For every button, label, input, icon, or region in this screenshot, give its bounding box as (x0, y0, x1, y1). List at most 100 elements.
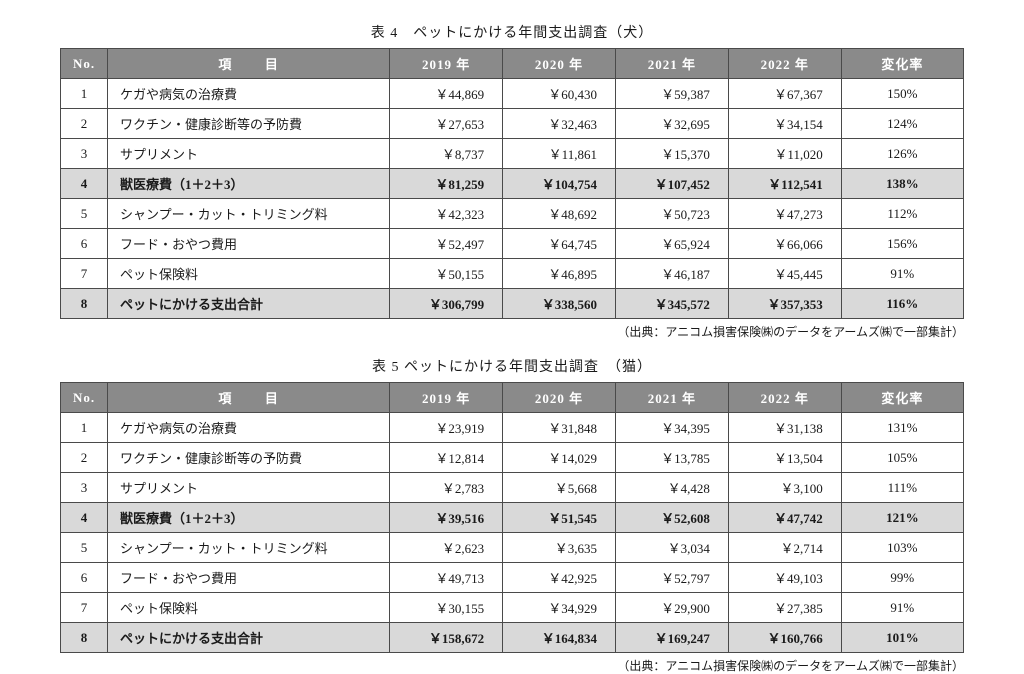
cell-item: ペットにかける支出合計 (108, 623, 390, 653)
cell-y2020: ￥34,929 (503, 593, 616, 623)
cell-y2022: ￥112,541 (728, 169, 841, 199)
cell-y2020: ￥338,560 (503, 289, 616, 319)
cell-y2019: ￥42,323 (390, 199, 503, 229)
col-2021: 2021 年 (615, 49, 728, 79)
cell-item: ワクチン・健康診断等の予防費 (108, 109, 390, 139)
cell-y2021: ￥52,797 (615, 563, 728, 593)
item-right: 目 (265, 391, 279, 406)
cell-rate: 99% (841, 563, 963, 593)
cell-item: ペット保険料 (108, 593, 390, 623)
cell-y2019: ￥27,653 (390, 109, 503, 139)
cell-y2021: ￥3,034 (615, 533, 728, 563)
cell-y2020: ￥11,861 (503, 139, 616, 169)
table-row: 7ペット保険料￥30,155￥34,929￥29,900￥27,38591% (61, 593, 964, 623)
cell-no: 2 (61, 109, 108, 139)
cell-y2019: ￥81,259 (390, 169, 503, 199)
cell-item: ペットにかける支出合計 (108, 289, 390, 319)
table-header: No. 項目 2019 年 2020 年 2021 年 2022 年 変化率 (61, 383, 964, 413)
cell-rate: 112% (841, 199, 963, 229)
table-row: 4獣医療費（1＋2＋3）￥81,259￥104,754￥107,452￥112,… (61, 169, 964, 199)
cell-y2020: ￥31,848 (503, 413, 616, 443)
col-2021: 2021 年 (615, 383, 728, 413)
cell-no: 3 (61, 139, 108, 169)
cell-rate: 124% (841, 109, 963, 139)
table-row: 5シャンプー・カット・トリミング料￥2,623￥3,635￥3,034￥2,71… (61, 533, 964, 563)
cell-y2019: ￥306,799 (390, 289, 503, 319)
cell-y2020: ￥164,834 (503, 623, 616, 653)
col-rate: 変化率 (841, 49, 963, 79)
cell-y2020: ￥48,692 (503, 199, 616, 229)
cell-rate: 150% (841, 79, 963, 109)
cell-y2022: ￥47,273 (728, 199, 841, 229)
cell-y2019: ￥44,869 (390, 79, 503, 109)
cell-y2022: ￥49,103 (728, 563, 841, 593)
col-2022: 2022 年 (728, 49, 841, 79)
cell-rate: 138% (841, 169, 963, 199)
col-2020: 2020 年 (503, 49, 616, 79)
table-row: 6フード・おやつ費用￥49,713￥42,925￥52,797￥49,10399… (61, 563, 964, 593)
cell-y2022: ￥45,445 (728, 259, 841, 289)
col-no: No. (61, 49, 108, 79)
table-row: 4獣医療費（1＋2＋3）￥39,516￥51,545￥52,608￥47,742… (61, 503, 964, 533)
table-row: 6フード・おやつ費用￥52,497￥64,745￥65,924￥66,06615… (61, 229, 964, 259)
expenditure-table-cat: No. 項目 2019 年 2020 年 2021 年 2022 年 変化率 1… (60, 382, 964, 653)
cell-y2019: ￥12,814 (390, 443, 503, 473)
cell-no: 8 (61, 623, 108, 653)
cell-y2020: ￥32,463 (503, 109, 616, 139)
cell-y2021: ￥15,370 (615, 139, 728, 169)
cell-y2019: ￥2,783 (390, 473, 503, 503)
cell-item: フード・おやつ費用 (108, 229, 390, 259)
cell-y2021: ￥65,924 (615, 229, 728, 259)
cell-y2022: ￥67,367 (728, 79, 841, 109)
cell-item: シャンプー・カット・トリミング料 (108, 533, 390, 563)
cell-y2019: ￥158,672 (390, 623, 503, 653)
cell-y2020: ￥14,029 (503, 443, 616, 473)
cell-y2020: ￥64,745 (503, 229, 616, 259)
cell-y2021: ￥46,187 (615, 259, 728, 289)
table-row: 1ケガや病気の治療費￥23,919￥31,848￥34,395￥31,13813… (61, 413, 964, 443)
table-row: 1ケガや病気の治療費￥44,869￥60,430￥59,387￥67,36715… (61, 79, 964, 109)
cell-item: フード・おやつ費用 (108, 563, 390, 593)
cell-y2022: ￥34,154 (728, 109, 841, 139)
table-caption-dog: 表 4 ペットにかける年間支出調査（犬） (60, 22, 964, 42)
col-2020: 2020 年 (503, 383, 616, 413)
cell-y2019: ￥50,155 (390, 259, 503, 289)
table-row: 8ペットにかける支出合計￥158,672￥164,834￥169,247￥160… (61, 623, 964, 653)
cell-y2020: ￥51,545 (503, 503, 616, 533)
item-left: 項 (218, 57, 232, 72)
cell-item: ケガや病気の治療費 (108, 413, 390, 443)
table-caption-cat: 表 5 ペットにかける年間支出調査 （猫） (60, 356, 964, 376)
cell-no: 8 (61, 289, 108, 319)
cell-y2022: ￥47,742 (728, 503, 841, 533)
cell-y2021: ￥13,785 (615, 443, 728, 473)
cell-y2021: ￥52,608 (615, 503, 728, 533)
cell-no: 5 (61, 199, 108, 229)
cell-y2022: ￥2,714 (728, 533, 841, 563)
cell-no: 7 (61, 593, 108, 623)
cell-item: シャンプー・カット・トリミング料 (108, 199, 390, 229)
cell-y2019: ￥8,737 (390, 139, 503, 169)
cell-y2022: ￥357,353 (728, 289, 841, 319)
cell-no: 2 (61, 443, 108, 473)
cell-no: 6 (61, 229, 108, 259)
cell-item: 獣医療費（1＋2＋3） (108, 503, 390, 533)
cell-rate: 121% (841, 503, 963, 533)
cell-no: 1 (61, 413, 108, 443)
table-source-cat: （出典：アニコム損害保険㈱のデータをアームズ㈱で一部集計） (60, 657, 964, 674)
cell-no: 7 (61, 259, 108, 289)
cell-y2022: ￥160,766 (728, 623, 841, 653)
cell-y2021: ￥32,695 (615, 109, 728, 139)
cell-y2021: ￥59,387 (615, 79, 728, 109)
cell-y2022: ￥27,385 (728, 593, 841, 623)
cell-no: 4 (61, 169, 108, 199)
table-body-cat: 1ケガや病気の治療費￥23,919￥31,848￥34,395￥31,13813… (61, 413, 964, 653)
cell-rate: 131% (841, 413, 963, 443)
table-row: 7ペット保険料￥50,155￥46,895￥46,187￥45,44591% (61, 259, 964, 289)
cell-y2020: ￥46,895 (503, 259, 616, 289)
cell-y2020: ￥3,635 (503, 533, 616, 563)
cell-y2022: ￥66,066 (728, 229, 841, 259)
cell-rate: 91% (841, 593, 963, 623)
cell-y2021: ￥107,452 (615, 169, 728, 199)
cell-rate: 116% (841, 289, 963, 319)
item-right: 目 (265, 57, 279, 72)
